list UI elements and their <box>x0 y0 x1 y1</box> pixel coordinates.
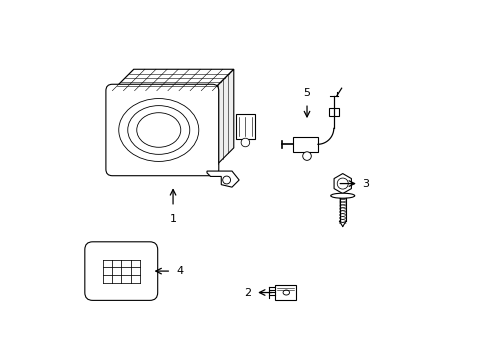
Polygon shape <box>206 171 239 187</box>
Polygon shape <box>212 69 233 169</box>
FancyBboxPatch shape <box>84 242 157 300</box>
Ellipse shape <box>330 193 354 198</box>
Circle shape <box>337 178 347 189</box>
Ellipse shape <box>119 99 198 161</box>
Circle shape <box>302 152 311 160</box>
Text: 1: 1 <box>169 214 176 224</box>
Polygon shape <box>112 69 233 91</box>
Bar <box>292 137 317 152</box>
Bar <box>328 108 338 116</box>
Ellipse shape <box>127 105 189 154</box>
Text: 2: 2 <box>244 288 251 297</box>
Ellipse shape <box>137 113 181 147</box>
Bar <box>235 114 255 139</box>
FancyBboxPatch shape <box>106 84 218 176</box>
Bar <box>275 285 295 300</box>
Ellipse shape <box>283 290 289 295</box>
Text: 4: 4 <box>176 266 183 276</box>
Circle shape <box>222 176 230 184</box>
Text: 5: 5 <box>303 88 310 98</box>
Circle shape <box>241 138 249 147</box>
Polygon shape <box>333 174 351 194</box>
Text: 3: 3 <box>362 179 368 189</box>
